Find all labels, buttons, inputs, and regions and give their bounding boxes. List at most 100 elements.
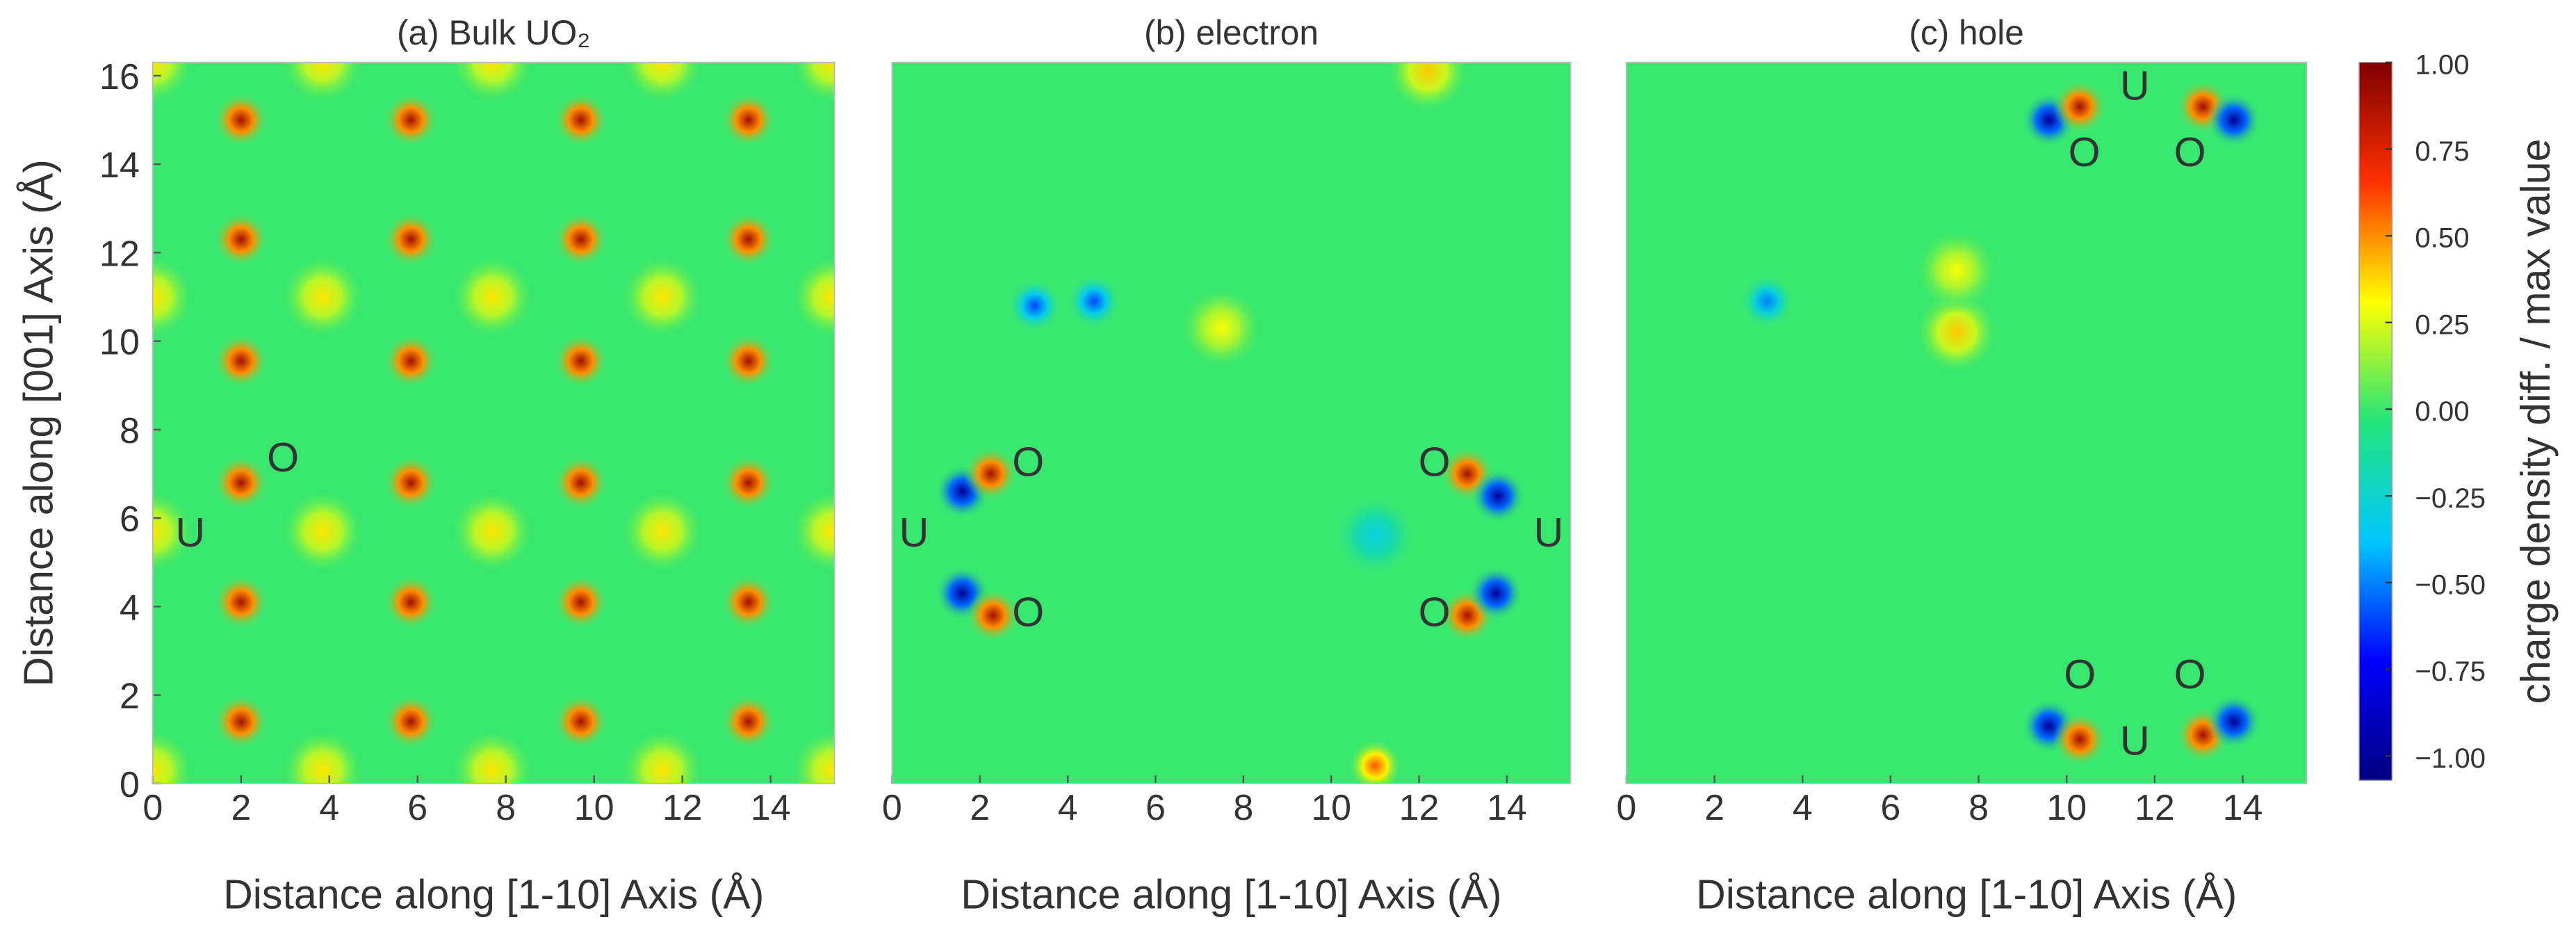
density-blob — [152, 254, 195, 339]
x-tick-label: 2 — [231, 788, 251, 828]
x-tick-label: 0 — [882, 788, 902, 828]
density-blob — [553, 574, 608, 630]
x-tick-label: 8 — [1233, 788, 1253, 828]
density-blob — [2206, 694, 2262, 750]
atom-label: O — [2174, 652, 2206, 697]
density-blob — [620, 489, 705, 574]
density-blob — [280, 489, 365, 574]
density-blob — [965, 588, 1020, 643]
density-blob — [553, 455, 608, 510]
plot-frame — [1625, 61, 2308, 784]
atom-label: O — [2064, 652, 2096, 697]
x-tick-label: 12 — [1399, 788, 1440, 828]
x-tick-label: 12 — [662, 788, 703, 828]
colorbar-tick-label: −0.50 — [2415, 569, 2486, 600]
colorbar-label: charge density diff. / max value — [2513, 139, 2559, 704]
density-blob — [280, 254, 365, 339]
x-tick-label: 8 — [1968, 788, 1989, 828]
atom-label: U — [2120, 718, 2150, 763]
density-blob — [280, 62, 365, 105]
density-blob — [1007, 278, 1062, 333]
y-tick-label: 16 — [99, 57, 140, 97]
y-tick-label: 10 — [99, 323, 140, 363]
x-axis-label: Distance along [1-10] Axis (Å) — [223, 871, 764, 917]
density-blob — [721, 211, 776, 267]
density-blob — [1740, 274, 1795, 329]
density-blob — [1914, 228, 1999, 312]
density-blob — [1471, 469, 1526, 524]
x-tick-label: 10 — [2046, 788, 2087, 828]
density-blob — [450, 728, 535, 784]
density-blob — [152, 489, 195, 574]
x-tick-label: 12 — [2135, 788, 2175, 828]
density-blob — [213, 92, 269, 147]
y-tick-label: 2 — [120, 677, 140, 717]
x-tick-label: 0 — [142, 788, 163, 828]
colorbar-tick-label: 0.25 — [2415, 309, 2469, 340]
y-tick-label: 14 — [99, 145, 140, 186]
density-blob — [383, 333, 439, 389]
density-blob — [790, 728, 835, 784]
atom-label: O — [1419, 439, 1451, 485]
atom-label: O — [2174, 129, 2206, 175]
density-blob — [383, 92, 439, 147]
colorbar-tick-label: 0.00 — [2415, 396, 2469, 427]
density-blob — [383, 455, 439, 510]
x-tick-label: 0 — [1616, 788, 1636, 828]
y-tick-label: 4 — [120, 588, 140, 628]
atom-label: O — [1012, 439, 1044, 485]
density-blob — [721, 455, 776, 510]
x-tick-label: 2 — [1704, 788, 1725, 828]
atom-label: U — [175, 510, 205, 556]
density-blob — [721, 574, 776, 630]
colorbar-tick-label: −0.75 — [2415, 656, 2486, 687]
y-tick-label: 8 — [120, 411, 140, 451]
panel-title: (c) hole — [1909, 13, 2023, 52]
density-blob — [790, 489, 835, 574]
density-blob — [1914, 290, 1999, 375]
density-blob — [721, 694, 776, 750]
atom-label: O — [1012, 590, 1044, 636]
x-tick-label: 4 — [1793, 788, 1813, 828]
density-blob — [383, 694, 439, 750]
x-tick-label: 2 — [970, 788, 990, 828]
x-tick-label: 4 — [319, 788, 339, 828]
density-blob — [1066, 274, 1122, 329]
density-blob — [2206, 92, 2262, 147]
plot-background — [892, 62, 1571, 784]
atom-label: O — [1419, 590, 1451, 636]
colorbar-tick-label: 0.50 — [2415, 223, 2469, 254]
atom-label: U — [1534, 510, 1564, 556]
density-blob — [213, 333, 269, 389]
x-tick-label: 4 — [1058, 788, 1078, 828]
density-blob — [213, 211, 269, 267]
x-tick-label: 10 — [1311, 788, 1351, 828]
y-tick-label: 0 — [120, 765, 140, 805]
heatmap-field — [935, 62, 1526, 784]
density-blob — [450, 62, 535, 105]
density-blob — [721, 333, 776, 389]
density-blob — [383, 574, 439, 630]
density-blob — [553, 694, 608, 750]
plot-frame — [152, 61, 835, 784]
x-tick-label: 6 — [1880, 788, 1900, 828]
density-blob — [450, 489, 535, 574]
density-blob — [1333, 494, 1417, 578]
density-blob — [553, 211, 608, 267]
colorbar-tick-label: −1.00 — [2415, 743, 2486, 774]
density-blob — [553, 92, 608, 147]
panel-title: (a) Bulk UO₂ — [397, 13, 590, 52]
x-axis-label: Distance along [1-10] Axis (Å) — [961, 871, 1501, 917]
density-blob — [790, 62, 835, 105]
x-tick-label: 10 — [574, 788, 614, 828]
density-blob — [963, 446, 1018, 501]
density-blob — [213, 455, 269, 510]
atom-label: O — [267, 435, 299, 480]
density-blob — [450, 254, 535, 339]
density-blob — [620, 62, 705, 105]
x-tick-label: 14 — [2223, 788, 2263, 828]
y-tick-label: 12 — [99, 234, 140, 274]
plot-background — [1626, 62, 2307, 784]
